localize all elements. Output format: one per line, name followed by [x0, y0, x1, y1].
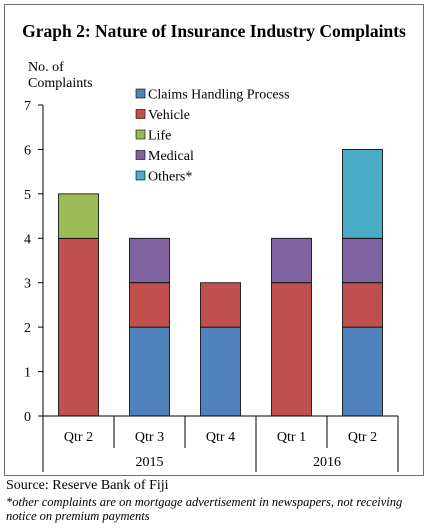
bar-4-vehicle: [271, 282, 312, 417]
y-axis-label-line1: No. of: [28, 60, 64, 75]
legend-entry-label: Others*: [148, 170, 192, 185]
y-tick-label: 5: [24, 188, 31, 203]
bar-2-vehicle: [129, 282, 170, 328]
legend-swatch: [135, 170, 146, 181]
y-tick-label: 1: [24, 366, 31, 381]
bar-4-medical: [271, 237, 312, 284]
y-tick-label: 2: [24, 321, 31, 336]
y-axis-label-line2: Complaints: [28, 76, 93, 91]
y-tick-label: 0: [24, 410, 31, 425]
footnote: *other complaints are on mortgage advert…: [6, 495, 403, 523]
x-tick-label: Qtr 3: [135, 430, 164, 445]
y-tick-label: 7: [24, 99, 31, 114]
bar-5-medical: [342, 237, 383, 284]
legend-entry-label: Claims Handling Process: [148, 88, 290, 103]
chart-area: No. of Complaints 0 1 2 3 4 5 6 7 Qtr 2 Qtr 3 Qtr …: [24, 60, 399, 472]
axes-layer: 0 1 2 3 4 5 6 7 Qtr 2 Qtr 3 Qtr 4 Qtr 1 Qtr 2 2015 201…: [24, 99, 399, 472]
bar-1-life: [58, 193, 99, 239]
legend-entry-label: Medical: [148, 149, 194, 164]
chart-title: Graph 2: Nature of Insurance Industry Co…: [22, 21, 406, 41]
x-group-label-2015: 2015: [136, 455, 164, 470]
legend-entry-label: Vehicle: [148, 108, 190, 123]
bar-5-claims-handling-process: [342, 326, 383, 417]
legend-swatch: [135, 88, 146, 99]
bar-2-claims-handling-process: [129, 326, 170, 417]
bar-3-vehicle: [200, 282, 241, 328]
bar-1-vehicle: [58, 237, 99, 417]
legend-entry-label: Life: [148, 129, 171, 144]
x-tick-label: Qtr 2: [348, 430, 377, 445]
bar-5-others: [342, 149, 383, 239]
y-tick-label: 6: [24, 143, 31, 158]
legend-swatch: [135, 150, 146, 160]
bars-layer: [58, 149, 383, 417]
bar-3-claims-handling-process: [200, 326, 241, 417]
legend-swatch: [135, 109, 146, 119]
bar-5-vehicle: [342, 282, 383, 328]
y-tick-label: 4: [24, 232, 31, 247]
x-tick-label: Qtr 2: [64, 430, 93, 445]
legend-swatch: [135, 129, 146, 140]
x-group-label-2016: 2016: [313, 455, 341, 470]
source-text: Source: Reserve Bank of Fiji: [6, 478, 169, 493]
chart-legend: Claims Handling Process Vehicle Life Medica…: [135, 88, 290, 185]
y-tick-label: 3: [24, 277, 31, 292]
bar-2-medical: [129, 237, 170, 284]
x-tick-label: Qtr 1: [277, 430, 306, 445]
x-tick-label: Qtr 4: [206, 430, 235, 445]
